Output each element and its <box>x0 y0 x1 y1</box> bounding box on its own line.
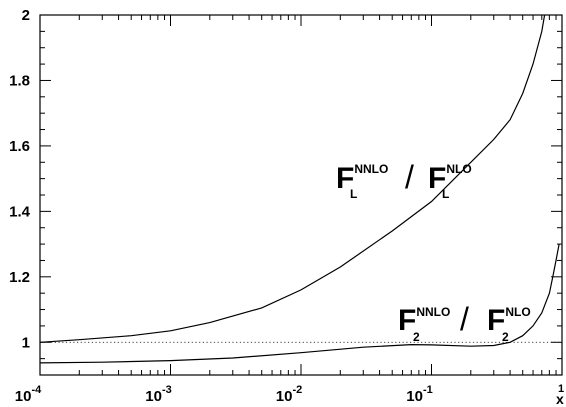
y-tick-label: 2 <box>22 7 30 24</box>
x-tick-label: 1 <box>558 383 564 395</box>
x-tick-label-base: 10 <box>145 388 162 405</box>
annotation-fl-den-base: F <box>428 162 446 195</box>
x-tick-label-base: 10 <box>406 388 423 405</box>
x-tick-label-exponent: -3 <box>162 384 172 396</box>
y-tick-label: 1.2 <box>9 269 30 286</box>
x-tick-label: 10-2 <box>276 384 302 405</box>
series-line-f2-ratio <box>40 243 560 364</box>
x-tick-label-exponent: -1 <box>423 384 433 396</box>
x-tick-label-base: 10 <box>15 388 32 405</box>
annotation-fl-den-sub: L <box>442 187 449 201</box>
x-tick-label: 10-3 <box>145 384 171 405</box>
annotation-f2-den-sub: 2 <box>502 330 509 344</box>
annotation-fl-num-sup: NNLO <box>354 162 388 176</box>
y-tick-label: 1.4 <box>9 203 31 220</box>
annotation-f2-num-base: F <box>398 304 416 337</box>
x-tick-label: 10-4 <box>15 384 42 405</box>
x-tick-label-base: 10 <box>276 388 293 405</box>
y-tick-labels: 1 1.2 1.4 1.6 1.8 2 <box>9 7 31 351</box>
x-tick-label: 10-1 <box>406 384 432 405</box>
annotation-f2-den-base: F <box>487 304 505 337</box>
annotation-f2-num-sup: NNLO <box>416 305 450 319</box>
annotation-fl-ratio: FNNLO L / FNLO L <box>336 159 472 201</box>
series-line-fl-ratio <box>40 15 546 343</box>
plot-frame <box>39 14 563 376</box>
x-tick-label-exponent: -4 <box>31 384 42 396</box>
axis-ticks <box>39 14 562 376</box>
annotation-fl-num-base: F <box>336 162 354 195</box>
y-tick-label: 1 <box>22 334 30 351</box>
annotation-f2-num-sub: 2 <box>413 330 420 344</box>
y-tick-label: 1.8 <box>9 72 30 89</box>
y-tick-label: 1.6 <box>9 138 30 155</box>
x-tick-label-exponent: -2 <box>292 384 302 396</box>
x-axis-label: x <box>556 391 564 407</box>
annotation-fl-slash: / <box>405 159 414 195</box>
x-tick-labels: 10-4 10-3 10-2 10-1 1 <box>15 383 564 405</box>
annotation-f2-den-sup: NLO <box>505 305 530 319</box>
annotation-f2-ratio: FNNLO 2/FNLO 2 <box>398 301 531 344</box>
annotation-fl-num-sub: L <box>350 187 357 201</box>
annotation-f2-slash: / <box>460 301 469 337</box>
annotation-fl-den-sup: NLO <box>446 162 471 176</box>
